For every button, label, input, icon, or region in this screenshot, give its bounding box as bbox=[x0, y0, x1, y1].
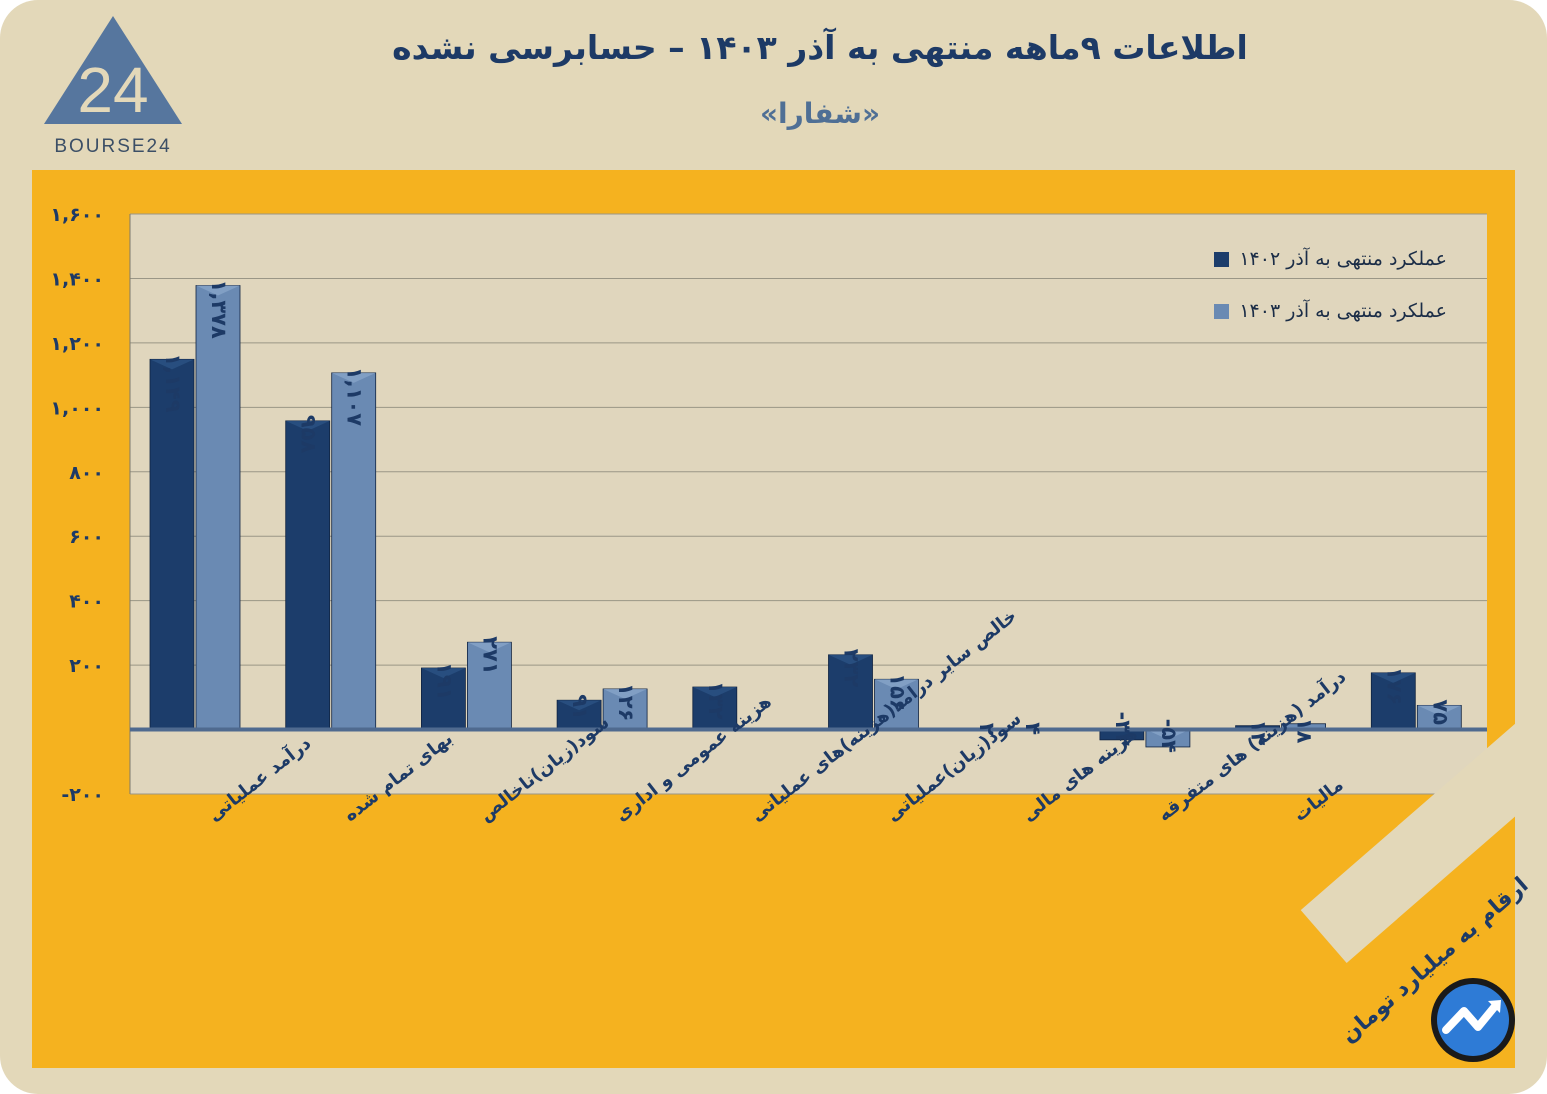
data-label: ۱۹۱ bbox=[432, 662, 456, 700]
legend-item-1402: عملکرد منتهی به آذر ۱۴۰۲ bbox=[1214, 248, 1447, 270]
bar-bevel bbox=[1371, 672, 1416, 683]
y-tick-label: ۱,۰۰۰ bbox=[50, 397, 104, 419]
bar-1402-2 bbox=[420, 667, 466, 730]
bar-bevel bbox=[285, 420, 330, 431]
data-label: ۱۷۶ bbox=[1382, 667, 1406, 705]
data-label: ۹۱ bbox=[568, 694, 592, 720]
legend-item-1403: عملکرد منتهی به آذر ۱۴۰۳ bbox=[1214, 300, 1447, 322]
bourse24-logo: 24 BOURSE24 bbox=[44, 16, 182, 157]
bar-bevel bbox=[421, 668, 466, 679]
data-label: ۱,۱۴۹ bbox=[161, 353, 185, 412]
bar-1402-1 bbox=[285, 420, 331, 730]
category-label: مالیات bbox=[1290, 774, 1348, 826]
bar-1403-0 bbox=[195, 285, 241, 730]
y-tick-label: -۲۰۰ bbox=[61, 784, 104, 806]
category-label: خالص سایر درامد(هزینه)های عملیاتی bbox=[747, 605, 1021, 825]
bar-bevel bbox=[1417, 705, 1462, 716]
bar-bevel bbox=[196, 285, 240, 296]
y-tick-label: ۱,۲۰۰ bbox=[50, 333, 104, 355]
bar-bevel bbox=[603, 688, 648, 699]
category-label: بهای تمام شده bbox=[340, 728, 457, 826]
data-labels: ۱,۱۴۹ ۱,۳۷۸ ۹۵۸ ۱,۱۰۷ ۱۹۱ ۲۷۱ ۹۱ ۱۲۶ ۱۳۲ ۲۳۲ ۱۵۶ ۲ ۴… bbox=[161, 280, 1452, 754]
y-tick-label: ۱,۴۰۰ bbox=[50, 268, 104, 290]
data-label: ۹۵۸ bbox=[297, 415, 321, 454]
header: اطلاعات ۹ماهه منتهی به آذر ۱۴۰۳ – حسابرس… bbox=[330, 28, 1310, 130]
bar-bevel bbox=[874, 679, 919, 690]
trend-arrow-icon bbox=[1431, 978, 1515, 1062]
y-tick-label: ۸۰۰ bbox=[69, 462, 104, 484]
bar-bevel bbox=[150, 359, 194, 370]
bar-bevel bbox=[331, 372, 376, 383]
bar-1403-1 bbox=[331, 372, 377, 730]
page-title: اطلاعات ۹ماهه منتهی به آذر ۱۴۰۳ – حسابرس… bbox=[392, 28, 1248, 67]
bar-bevel bbox=[1145, 729, 1190, 740]
bar-bevel bbox=[467, 642, 512, 653]
data-label: ۱۵۶ bbox=[886, 673, 910, 711]
bar-bevel bbox=[692, 687, 737, 698]
legend-label-1402: عملکرد منتهی به آذر ۱۴۰۲ bbox=[1239, 248, 1447, 270]
y-tick-labels: -۲۰۰ ۲۰۰ ۴۰۰ ۶۰۰ ۸۰۰ ۱,۰۰۰ ۱,۲۰۰ ۱,۴۰۰ ۱,۶۰۰ bbox=[50, 204, 104, 806]
bar-1402-0 bbox=[149, 358, 195, 730]
bar-chart: ۱,۱۴۹ ۱,۳۷۸ ۹۵۸ ۱,۱۰۷ ۱۹۱ ۲۷۱ ۹۱ ۱۲۶ ۱۳۲ ۲۳۲ ۱۵۶ ۲ ۴… bbox=[50, 204, 1515, 826]
legend-label-1403: عملکرد منتهی به آذر ۱۴۰۳ bbox=[1239, 300, 1447, 322]
chart-panel: ۱,۱۴۹ ۱,۳۷۸ ۹۵۸ ۱,۱۰۷ ۱۹۱ ۲۷۱ ۹۱ ۱۲۶ ۱۳۲ ۲۳۲ ۱۵۶ ۲ ۴… bbox=[32, 170, 1515, 1068]
y-tick-label: ۱,۶۰۰ bbox=[50, 204, 104, 226]
bar-1402-4 bbox=[692, 686, 738, 730]
y-tick-label: ۶۰۰ bbox=[69, 526, 104, 548]
bar-bevel bbox=[557, 700, 602, 711]
data-label: ۲ bbox=[975, 723, 999, 736]
legend-swatch-1403 bbox=[1214, 303, 1230, 319]
data-label: -۳۲ bbox=[1111, 712, 1135, 747]
bar-1402-5 bbox=[828, 654, 873, 730]
data-label: ۱۳۲ bbox=[704, 681, 728, 720]
category-label: درآمد عملیاتی bbox=[203, 731, 315, 826]
axes bbox=[129, 214, 1487, 794]
data-label: ۷۵ bbox=[1428, 699, 1452, 725]
logo-text: BOURSE24 bbox=[54, 136, 171, 157]
data-label: ۱,۳۷۸ bbox=[207, 280, 231, 339]
logo-mark: 24 bbox=[77, 54, 148, 126]
company-subtitle: «شفارا» bbox=[759, 97, 881, 130]
data-label: ۱,۱۰۷ bbox=[343, 367, 367, 426]
y-tick-label: ۴۰۰ bbox=[69, 591, 104, 613]
data-label: ۴ bbox=[1021, 722, 1045, 735]
legend-swatch-1402 bbox=[1214, 251, 1230, 267]
bar-bevel bbox=[828, 654, 873, 665]
category-label: هزینه های مالی bbox=[1018, 723, 1141, 826]
data-label: ۱۲ bbox=[1247, 720, 1271, 746]
data-label: ۲۳۲ bbox=[840, 649, 864, 688]
data-label: ۱۲۶ bbox=[614, 683, 638, 721]
data-label: ۱۸ bbox=[1293, 718, 1317, 744]
data-label: ۲۷۱ bbox=[478, 636, 502, 674]
y-tick-label: ۲۰۰ bbox=[69, 655, 104, 677]
data-label: -۵۴ bbox=[1157, 719, 1181, 754]
bars bbox=[149, 285, 1462, 748]
